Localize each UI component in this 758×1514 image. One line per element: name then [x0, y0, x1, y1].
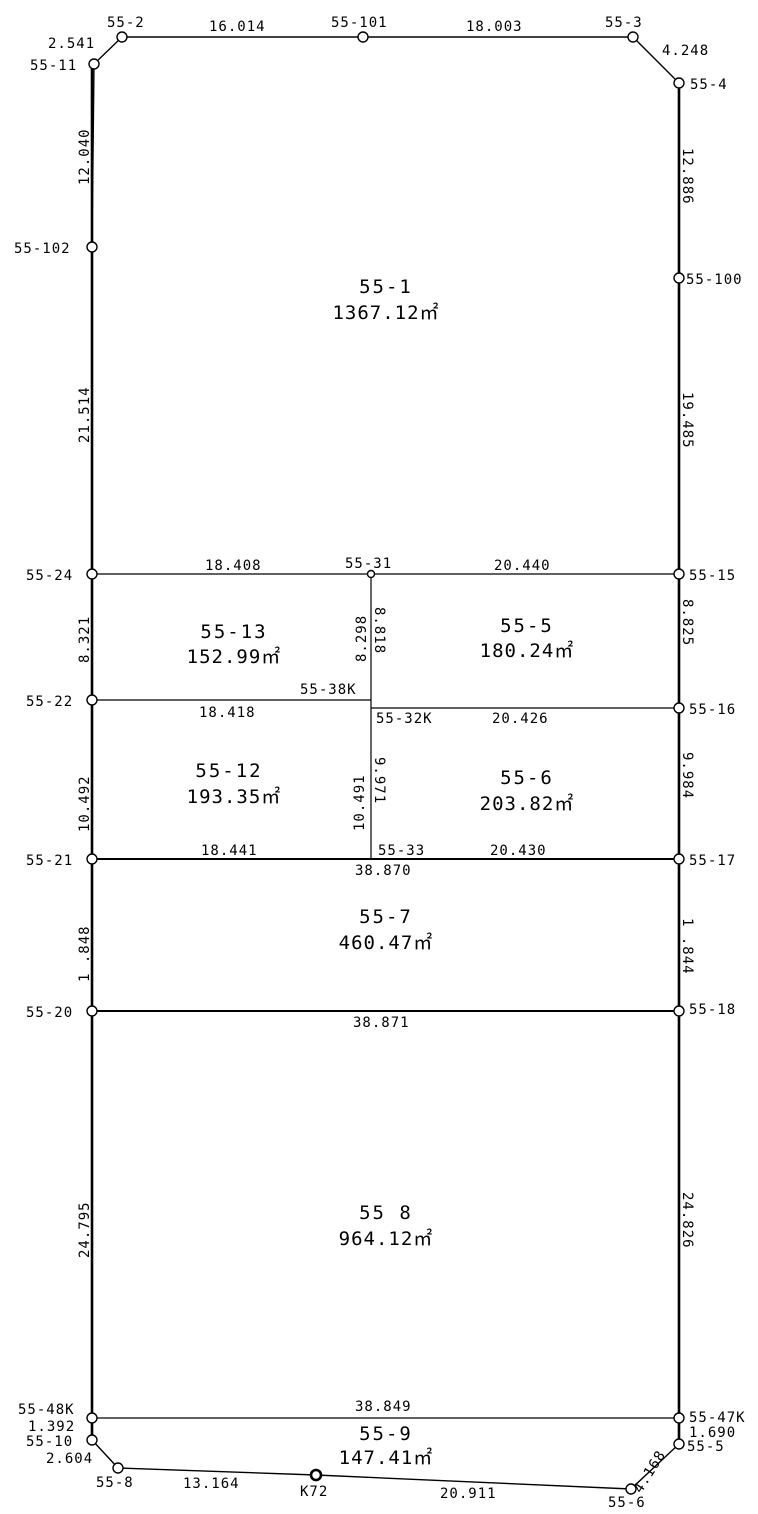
- point-label-55-24: 55-24: [26, 568, 73, 584]
- dim-21-33: 18.441: [201, 843, 258, 859]
- lot-55-7-area: 460.47㎡: [339, 931, 434, 954]
- point-label-K72: K72: [300, 1484, 328, 1500]
- lot-55-9-name: 55-9: [359, 1423, 413, 1445]
- dim-bottom-right-diagonal: 4.168: [631, 1448, 670, 1496]
- point-marker-55-16: [674, 703, 684, 713]
- dim-31-32K: 8.818: [371, 607, 387, 654]
- lot-55-13-area: 152.99㎡: [187, 645, 282, 668]
- dim-22-21: 10.492: [77, 775, 93, 832]
- dim-top-segment-b: 18.003: [466, 19, 523, 35]
- dim-top-right-diagonal: 4.248: [662, 43, 709, 59]
- dim-31-15: 20.440: [494, 558, 551, 574]
- point-marker-55-8: [113, 1463, 123, 1473]
- point-marker-55-101: [358, 32, 368, 42]
- point-label-55-32K: 55-32K: [376, 711, 433, 727]
- point-label-55-16: 55-16: [689, 702, 736, 718]
- point-marker-55-21: [87, 854, 97, 864]
- dim-21-20: 1 .848: [77, 925, 93, 982]
- point-label-55-15: 55-15: [689, 568, 736, 584]
- lot-55-9-area: 147.41㎡: [339, 1446, 434, 1469]
- lot-55-1-area: 1367.12㎡: [332, 301, 439, 324]
- point-label-55-11: 55-11: [30, 58, 77, 74]
- point-marker-55-48K: [87, 1413, 97, 1423]
- point-marker-K72: [311, 1470, 321, 1480]
- point-marker-55-11: [89, 59, 99, 69]
- dim-22-38K: 18.418: [199, 705, 256, 721]
- point-label-55-2: 55-2: [107, 15, 145, 31]
- lot-55-6-area: 203.82㎡: [480, 792, 575, 815]
- dim-32K-33: 9.971: [371, 757, 387, 804]
- dim-17-18: 1 .844: [679, 918, 695, 975]
- dim-33-17: 20.430: [490, 843, 547, 859]
- point-label-55-8: 55-8: [96, 1475, 134, 1491]
- point-marker-55-102: [87, 242, 97, 252]
- point-marker-55-2: [117, 32, 127, 42]
- lot-55-6-name: 55-6: [500, 767, 554, 789]
- dim-top-left-diagonal: 2.541: [48, 36, 95, 52]
- dim-bottom-segment-a: 13.164: [183, 1476, 240, 1492]
- dim-left-1: 12.040: [77, 128, 93, 185]
- point-label-55-21: 55-21: [26, 853, 73, 869]
- point-marker-55-20: [87, 1006, 97, 1016]
- lot-55-7-name: 55-7: [359, 906, 413, 928]
- dim-right-2: 19.485: [679, 392, 695, 449]
- dim-top-segment-a: 16.014: [209, 19, 266, 35]
- dim-right-1: 12.886: [679, 148, 695, 205]
- lot-55-13-name: 55-13: [200, 621, 267, 643]
- point-label-55-47K: 55-47K: [689, 1410, 746, 1426]
- point-label-55-6: 55-6: [608, 1495, 646, 1511]
- dim-bottom-segment-b: 20.911: [440, 1486, 497, 1502]
- dim-16-17: 9.984: [679, 752, 695, 799]
- lot-55-1-name: 55-1: [359, 276, 413, 298]
- point-marker-55-15: [674, 569, 684, 579]
- point-label-55-4: 55-4: [690, 77, 728, 93]
- lot-55-5-name: 55-5: [500, 615, 554, 637]
- point-label-55-17: 55-17: [689, 853, 736, 869]
- dim-21-17: 38.870: [355, 863, 412, 879]
- lot-55-8-area: 964.12㎡: [339, 1227, 434, 1250]
- point-marker-55-3: [628, 32, 638, 42]
- point-label-55-10: 55-10: [26, 1434, 73, 1450]
- point-label-55-31: 55-31: [345, 556, 392, 572]
- dim-20-18: 38.871: [353, 1015, 410, 1031]
- dim-48K-47K: 38.849: [355, 1399, 412, 1415]
- dim-38K-33: 10.491: [352, 774, 368, 831]
- point-label-55-18: 55-18: [689, 1002, 736, 1018]
- point-label-55-5: 55-5: [687, 1439, 725, 1455]
- dim-24-22: 8.321: [77, 616, 93, 663]
- point-marker-55-18: [674, 1006, 684, 1016]
- lot-55-8-name: 55 8: [359, 1202, 413, 1224]
- point-marker-55-17: [674, 854, 684, 864]
- dim-48K-10: 1.392: [28, 1419, 75, 1435]
- point-label-55-102: 55-102: [14, 241, 71, 257]
- point-label-55-100: 55-100: [686, 272, 743, 288]
- point-label-55-48K: 55-48K: [18, 1402, 75, 1418]
- dim-47K-5: 1.690: [689, 1425, 736, 1441]
- dim-bottom-left-diagonal: 2.604: [46, 1451, 93, 1467]
- point-marker-55-100: [674, 273, 684, 283]
- dim-18-47K: 24.826: [679, 1192, 695, 1249]
- lot-55-12-name: 55-12: [195, 760, 262, 782]
- point-label-55-101: 55-101: [331, 15, 388, 31]
- point-label-55-33: 55-33: [378, 843, 425, 859]
- dim-20-48K: 24.795: [77, 1201, 93, 1258]
- lot-55-12-area: 193.35㎡: [187, 785, 282, 808]
- point-marker-55-24: [87, 569, 97, 579]
- point-marker-55-4: [674, 78, 684, 88]
- point-marker-55-22: [87, 695, 97, 705]
- point-marker-55-5: [674, 1439, 684, 1449]
- point-marker-55-47K: [674, 1413, 684, 1423]
- point-label-55-3: 55-3: [605, 15, 643, 31]
- point-label-55-22: 55-22: [26, 694, 73, 710]
- dim-31-38K: 8.298: [354, 615, 370, 662]
- point-label-55-38K: 55-38K: [300, 682, 357, 698]
- dim-32K-16: 20.426: [492, 711, 549, 727]
- lot-55-5-area: 180.24㎡: [480, 639, 575, 662]
- point-label-55-20: 55-20: [26, 1005, 73, 1021]
- dim-15-16: 8.825: [679, 599, 695, 646]
- dim-left-2: 21.514: [77, 386, 93, 443]
- point-marker-55-10: [87, 1435, 97, 1445]
- dim-24-31: 18.408: [205, 558, 262, 574]
